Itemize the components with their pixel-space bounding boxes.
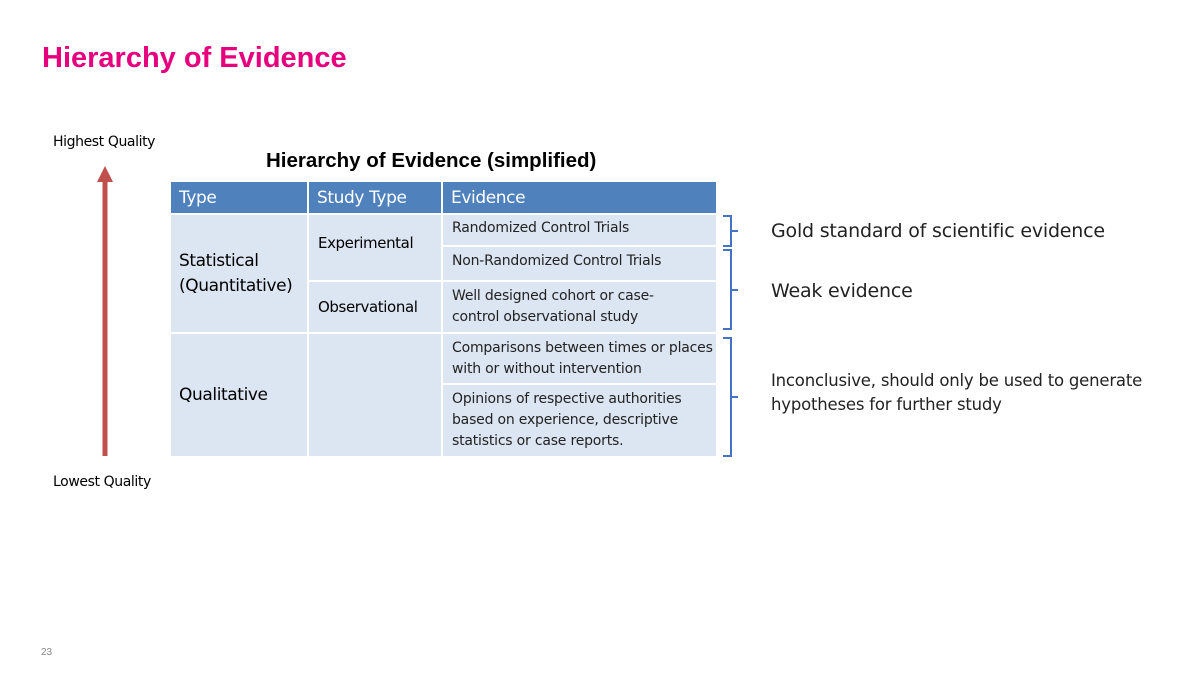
study-type-experimental: Experimental	[309, 215, 441, 280]
highest-quality-label: Highest Quality	[53, 134, 156, 150]
type-statistical-text: Statistical (Quantitative)	[179, 250, 293, 296]
evidence-row: Well designed cohort or case-control obs…	[443, 282, 716, 332]
brace-gold-icon	[723, 215, 738, 247]
brace-inconclusive-icon	[723, 337, 738, 457]
type-statistical: Statistical (Quantitative)	[171, 215, 307, 332]
right-braces	[723, 215, 738, 457]
lowest-quality-label: Lowest Quality	[53, 474, 151, 490]
study-type-observational: Observational	[309, 282, 441, 332]
quality-arrow-icon	[97, 166, 113, 456]
weak-evidence-note: Weak evidence	[771, 280, 913, 302]
header-evidence: Evidence	[443, 182, 716, 213]
evidence-row: Non-Randomized Control Trials	[443, 247, 716, 280]
type-qualitative: Qualitative	[171, 334, 307, 456]
header-study-type: Study Type	[309, 182, 441, 213]
table-title: Hierarchy of Evidence (simplified)	[266, 149, 597, 172]
page-number: 23	[41, 647, 53, 658]
inconclusive-note: Inconclusive, should only be used to gen…	[771, 371, 1143, 414]
slide-title: Hierarchy of Evidence	[42, 42, 347, 74]
evidence-row: Comparisons between times or places with…	[443, 334, 716, 383]
evidence-row: Opinions of respective authorities based…	[443, 385, 716, 456]
evidence-row: Randomized Control Trials	[443, 215, 716, 245]
header-type: Type	[171, 182, 307, 213]
gold-standard-note: Gold standard of scientific evidence	[771, 220, 1105, 242]
brace-weak-icon	[723, 249, 738, 330]
study-type-empty	[309, 334, 441, 456]
